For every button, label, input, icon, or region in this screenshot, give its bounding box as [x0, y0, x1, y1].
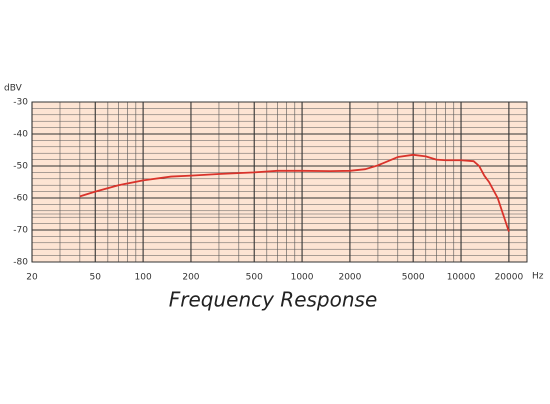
x-tick-label: 200 — [182, 273, 199, 283]
y-tick-label: -40 — [13, 130, 28, 140]
chart-title: Frequency Response — [169, 288, 378, 312]
x-tick-label: 500 — [246, 273, 263, 283]
x-tick-label: 100 — [135, 273, 152, 283]
y-axis-label: dBV — [4, 84, 23, 94]
x-axis-label: Hz — [532, 272, 544, 282]
y-tick-label: -50 — [13, 162, 28, 172]
x-tick-label: 1000 — [291, 273, 314, 283]
x-tick-label: 5000 — [402, 273, 425, 283]
plot-frame — [31, 101, 528, 263]
y-tick-label: -80 — [13, 258, 28, 268]
y-tick-label: -60 — [13, 194, 28, 204]
x-tick-label: 20000 — [495, 273, 524, 283]
x-tick-label: 10000 — [447, 273, 476, 283]
y-tick-label: -30 — [13, 98, 28, 108]
x-tick-label: 20 — [26, 273, 38, 283]
x-tick-label: 50 — [90, 273, 102, 283]
line-series — [79, 153, 510, 232]
y-tick-label: -70 — [13, 226, 28, 236]
plot-background — [32, 102, 527, 262]
x-tick-label: 2000 — [338, 273, 361, 283]
